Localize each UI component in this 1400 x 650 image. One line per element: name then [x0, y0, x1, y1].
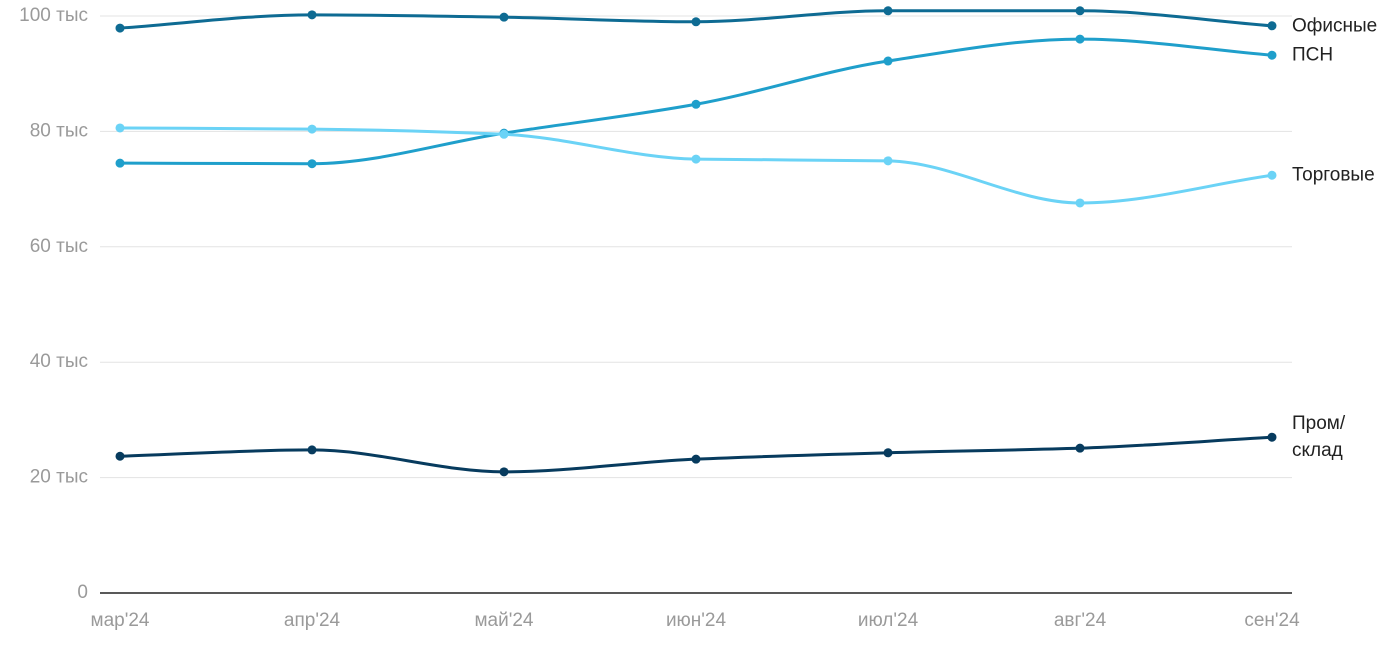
x-tick-label: сен'24 — [1244, 610, 1300, 631]
data-point — [499, 129, 509, 139]
y-tick-label: 40 тыс — [30, 351, 88, 372]
data-point — [1267, 50, 1277, 60]
y-tick-label: 100 тыс — [19, 5, 88, 26]
data-point — [115, 23, 125, 33]
data-point — [115, 451, 125, 461]
data-point — [1075, 198, 1085, 208]
x-tick-label: мар'24 — [91, 610, 150, 631]
data-point — [1267, 21, 1277, 31]
y-tick-label: 20 тыс — [30, 467, 88, 488]
data-point — [307, 445, 317, 455]
data-point — [499, 467, 509, 477]
x-tick-label: авг'24 — [1054, 610, 1107, 631]
series-label: Офисные — [1292, 15, 1378, 37]
data-point — [691, 17, 701, 27]
data-point — [1075, 34, 1085, 44]
data-point — [1075, 443, 1085, 453]
data-point — [307, 124, 317, 134]
data-point — [499, 12, 509, 22]
data-point — [691, 154, 701, 164]
x-tick-label: июл'24 — [858, 610, 919, 631]
data-point — [307, 159, 317, 169]
series-label: Торговые — [1292, 164, 1375, 186]
data-point — [1075, 6, 1085, 16]
data-point — [691, 454, 701, 464]
series-label: ПСН — [1292, 44, 1334, 66]
series-label: Пром/ склад — [1292, 413, 1346, 462]
data-point — [115, 123, 125, 133]
data-point — [883, 6, 893, 16]
data-point — [883, 56, 893, 66]
data-point — [115, 158, 125, 168]
series-line — [119, 126, 1273, 205]
x-tick-label: апр'24 — [284, 610, 341, 631]
series-line — [119, 435, 1273, 474]
data-point — [883, 156, 893, 166]
data-point — [1267, 170, 1277, 180]
data-point — [883, 448, 893, 458]
y-tick-label: 80 тыс — [30, 120, 88, 141]
data-point — [691, 99, 701, 109]
data-point — [307, 10, 317, 20]
x-tick-label: май'24 — [474, 610, 533, 631]
x-tick-label: июн'24 — [666, 610, 727, 631]
y-tick-label: 60 тыс — [30, 236, 88, 257]
data-point — [1267, 432, 1277, 442]
y-tick-label: 0 — [77, 582, 88, 603]
